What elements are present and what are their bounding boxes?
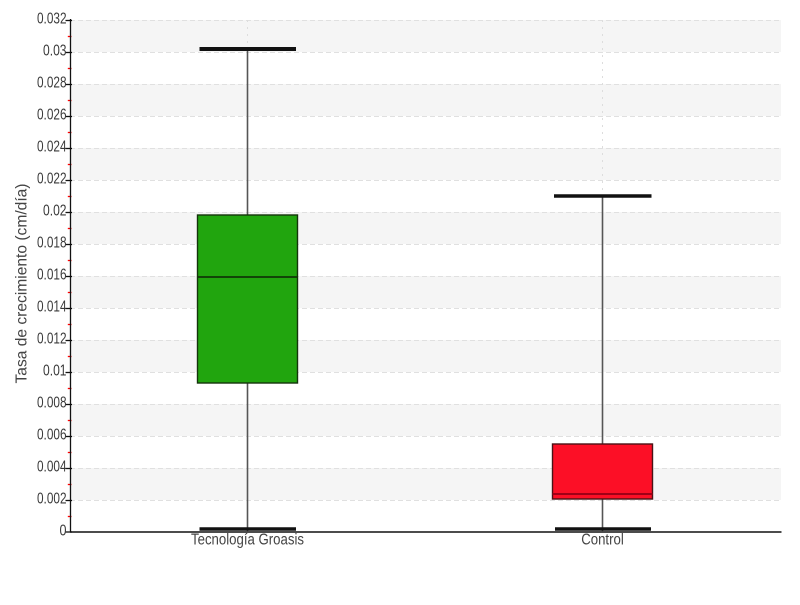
svg-text:0.026: 0.026 (37, 107, 67, 124)
svg-text:0.008: 0.008 (37, 395, 67, 412)
svg-text:0: 0 (60, 523, 67, 540)
svg-text:0.018: 0.018 (37, 235, 67, 252)
svg-text:0.032: 0.032 (37, 11, 67, 28)
svg-text:0.016: 0.016 (37, 267, 67, 284)
svg-text:Control: Control (581, 532, 624, 549)
svg-text:0.024: 0.024 (37, 139, 67, 156)
svg-text:0.022: 0.022 (37, 171, 67, 188)
svg-text:0.01: 0.01 (43, 363, 67, 380)
svg-text:0.014: 0.014 (37, 299, 67, 316)
svg-text:Tasa de crecimiento (cm/día): Tasa de crecimiento (cm/día) (14, 184, 31, 384)
svg-text:0.004: 0.004 (37, 459, 67, 476)
svg-text:0.02: 0.02 (43, 203, 67, 220)
svg-text:0.03: 0.03 (43, 43, 67, 60)
svg-text:Tecnología Groasis: Tecnología Groasis (191, 532, 304, 549)
svg-text:0.028: 0.028 (37, 75, 67, 92)
svg-text:0.012: 0.012 (37, 331, 67, 348)
svg-text:0.002: 0.002 (37, 491, 67, 508)
svg-text:0.006: 0.006 (37, 427, 67, 444)
